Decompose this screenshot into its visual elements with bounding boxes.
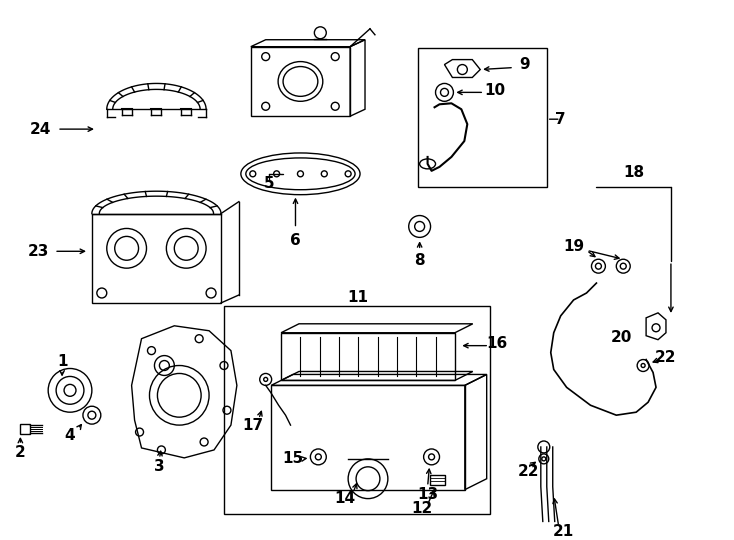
Text: 17: 17	[242, 417, 264, 433]
Bar	[271, 386, 465, 490]
Text: 15: 15	[282, 451, 303, 467]
Text: 22: 22	[518, 464, 539, 480]
Text: 19: 19	[563, 239, 584, 254]
Text: 2: 2	[15, 446, 26, 461]
Text: 3: 3	[154, 460, 164, 474]
Text: 14: 14	[335, 491, 356, 506]
Bar	[21, 424, 30, 434]
Bar	[224, 306, 490, 515]
Text: 18: 18	[623, 165, 644, 180]
Bar	[92, 213, 221, 303]
Text: 23: 23	[28, 244, 49, 259]
Text: 13: 13	[417, 487, 438, 502]
Text: 10: 10	[484, 83, 506, 98]
Text: 16: 16	[487, 336, 508, 351]
Bar	[281, 333, 455, 380]
Bar	[429, 475, 446, 485]
Text: 12: 12	[411, 501, 432, 516]
Text: 1: 1	[57, 354, 68, 369]
Text: 8: 8	[414, 253, 425, 268]
Text: 20: 20	[611, 330, 632, 345]
Text: 4: 4	[65, 428, 76, 443]
Bar	[251, 46, 350, 116]
Bar	[418, 48, 547, 187]
Text: 11: 11	[348, 291, 368, 306]
Text: 9: 9	[520, 57, 530, 72]
Text: 7: 7	[556, 112, 566, 127]
Text: 6: 6	[290, 233, 301, 248]
Text: 5: 5	[264, 176, 274, 191]
Text: 24: 24	[29, 122, 51, 137]
Text: 21: 21	[553, 524, 574, 539]
Text: 22: 22	[655, 350, 677, 365]
